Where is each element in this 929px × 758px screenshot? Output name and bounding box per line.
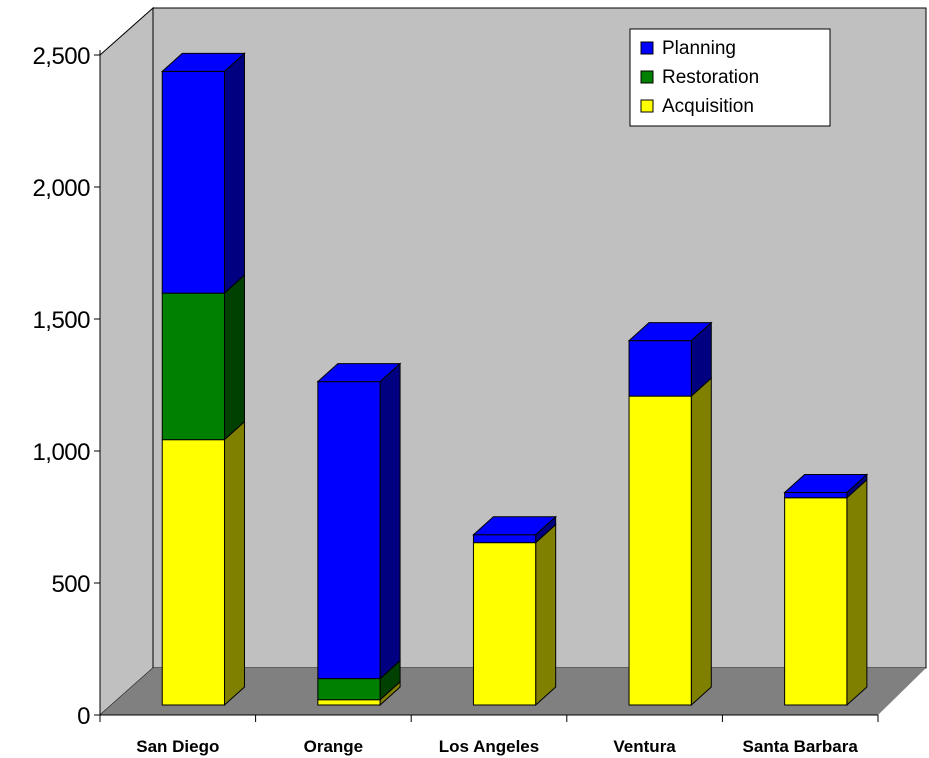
legend-label-acquisition: Acquisition xyxy=(662,96,754,117)
bar-top-face xyxy=(783,473,869,493)
x-tick-label: Orange xyxy=(304,737,364,756)
legend-box xyxy=(629,28,831,127)
x-tick-label: San Diego xyxy=(136,737,219,756)
x-tick-label: Los Angeles xyxy=(439,737,539,756)
bar-segment-planning xyxy=(316,362,402,680)
y-tick-label: 1,500 xyxy=(32,307,90,334)
chart-legend: Planning Restoration Acquisition xyxy=(629,28,831,127)
chart-axes: 0 500 1,000 1,500 2,000 2,500 San Diego Orange L… xyxy=(32,43,879,756)
y-tick-label: 500 xyxy=(51,571,90,598)
bar-top-face xyxy=(316,363,402,383)
y-tick-label: 1,000 xyxy=(32,439,90,466)
bar-segment-acquisition xyxy=(628,376,712,707)
bar-top-face xyxy=(627,322,713,342)
legend-label-planning: Planning xyxy=(662,38,736,59)
bar-segment-acquisition xyxy=(472,523,557,707)
bar-segment-restoration xyxy=(317,659,401,701)
chart-bars xyxy=(160,52,869,707)
y-tick-label: 2,500 xyxy=(32,43,90,70)
x-tick-label: Santa Barbara xyxy=(743,737,859,756)
bar-segment-planning xyxy=(472,515,557,544)
y-tick-label: 2,000 xyxy=(32,175,90,202)
side-wall xyxy=(99,6,154,717)
bar-segment-restoration xyxy=(161,274,245,441)
bar-segment-planning xyxy=(627,321,713,398)
bar-segment-planning xyxy=(160,52,246,295)
bar-top-face xyxy=(472,516,557,536)
y-tick-label: 0 xyxy=(77,703,90,730)
bar-segment-acquisition xyxy=(161,420,245,707)
bar-segment-acquisition xyxy=(784,478,868,707)
x-tick-label: Ventura xyxy=(613,737,676,756)
legend-swatch-planning xyxy=(640,41,654,55)
legend-swatch-acquisition xyxy=(640,99,654,113)
bar-segment-planning xyxy=(783,473,869,499)
legend-swatch-restoration xyxy=(640,70,654,84)
bar-top-face xyxy=(160,52,246,72)
legend-label-restoration: Restoration xyxy=(662,67,759,88)
